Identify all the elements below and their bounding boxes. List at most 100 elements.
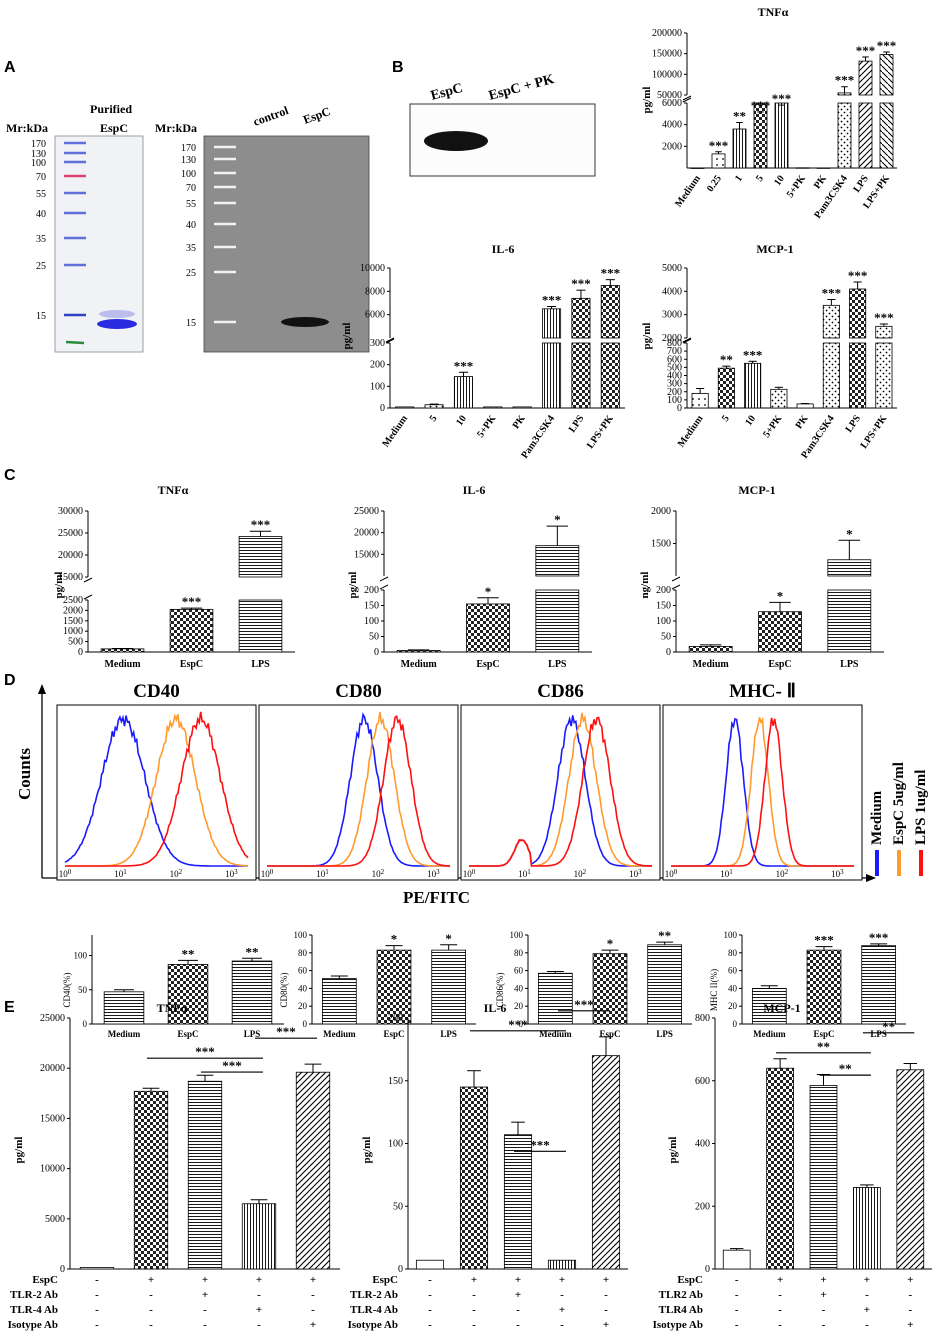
significance-stars: *** (877, 38, 897, 53)
y-tick-label: 200000 (652, 28, 682, 39)
blot-lane-espc-pk: EspC + PK (487, 72, 556, 104)
y-tick-label: 50 (661, 632, 671, 643)
y-tick-label: 80 (728, 948, 738, 958)
treatment-row-label: EspC (372, 1274, 398, 1286)
espc-gel-band (97, 319, 137, 329)
treatment-row-label: Isotype Ab (348, 1319, 398, 1331)
bar (396, 650, 441, 653)
category-label: Medium (401, 659, 438, 670)
axis-break-mark (385, 338, 395, 344)
panel-label-a: A (4, 59, 16, 76)
y-tick-label: 100 (667, 395, 682, 406)
counts-axis-arrow (38, 684, 46, 694)
y-tick-label: 100 (388, 1139, 403, 1150)
bar (600, 342, 620, 409)
treatment-row-label: EspC (677, 1274, 703, 1286)
y-tick-label: 100 (370, 381, 385, 392)
bar (809, 1085, 838, 1270)
bar (537, 972, 573, 1025)
y-tick-label: 80 (514, 948, 524, 958)
treatment-mark: - (560, 1319, 564, 1331)
axis-break-mark (682, 338, 692, 344)
significance-stars: * (607, 936, 614, 951)
y-tick-label: 25000 (354, 506, 379, 517)
category-label: Medium (380, 413, 410, 449)
bar (395, 406, 415, 409)
significance-stars: * (554, 512, 561, 527)
bar (547, 1259, 577, 1270)
y-tick-label: 15000 (58, 572, 83, 583)
y-tick-label: 20000 (58, 550, 83, 561)
chart-title: TNFα (158, 483, 189, 497)
y-tick-label: 150 (656, 601, 671, 612)
bar (753, 102, 768, 169)
y-tick-label: 1500 (63, 616, 83, 627)
y-tick-label: 20 (728, 1001, 738, 1011)
category-label: LPS (440, 1029, 457, 1039)
category-label: PK (794, 413, 811, 431)
significance-stars: *** (530, 1137, 550, 1152)
chart-E_TNF: TNFα pg/ml 0 5000 10000 15000 20000 25000 EspC - +… (8, 1001, 340, 1331)
y-axis-label: CD86(%) (495, 973, 505, 1008)
histogram-curve-lps (671, 717, 854, 867)
y-tick-label: 40 (728, 983, 738, 993)
x-tick-label: 101 (518, 868, 531, 879)
treatment-row-label: TLR2 Ab (659, 1289, 703, 1301)
treatment-mark: + (202, 1289, 208, 1301)
treatment-mark: - (516, 1304, 520, 1316)
category-label: LPS (851, 173, 871, 195)
category-label: Medium (673, 173, 703, 209)
treatment-mark: - (908, 1289, 912, 1301)
treatment-mark: - (428, 1289, 432, 1301)
significance-stars: *** (835, 73, 855, 88)
category-label: 10 (454, 413, 469, 428)
bar-upper (535, 545, 580, 577)
y-tick-label: 800 (667, 338, 682, 349)
x-tick-label: 103 (427, 868, 440, 879)
y-tick-label: 100 (656, 616, 671, 627)
bar (806, 949, 842, 1025)
y-tick-label: 200 (656, 585, 671, 596)
treatment-mark: - (472, 1319, 476, 1331)
y-tick-label: 100 (364, 616, 379, 627)
blot-b-band (424, 131, 488, 151)
treatment-mark: + (820, 1289, 826, 1301)
chart-D_CD80: CD80(%) 0 20 40 60 80 100 Medium * EspC * LPS (279, 930, 476, 1039)
chart-D_CD86: CD86(%) 0 20 40 60 80 100 Medium * EspC ** LPS (495, 928, 692, 1039)
bar (858, 102, 873, 169)
axis-break-mark (83, 577, 93, 583)
panel-label-c: C (4, 467, 16, 484)
treatment-row-label: Isotype Ab (8, 1319, 58, 1331)
x-tick-label: 103 (629, 868, 642, 879)
significance-stars: *** (601, 266, 621, 281)
bar (795, 167, 810, 169)
bar (167, 964, 209, 1025)
y-tick-label: 100 (74, 951, 88, 961)
y-tick-label: 0 (519, 1019, 524, 1029)
y-tick-label: 200 (364, 585, 379, 596)
y-tick-label: 5000 (662, 263, 682, 274)
x-tick-label: 103 (831, 868, 844, 879)
bar (732, 128, 747, 169)
significance-stars: *** (743, 347, 763, 362)
pefitc-label: PE/FITC (403, 888, 470, 907)
bar (238, 599, 283, 653)
significance-stars: ** (733, 109, 746, 124)
x-tick-label: 103 (225, 868, 238, 879)
significance-stars: *** (195, 1044, 215, 1059)
axis-break-mark (83, 594, 93, 600)
bar (816, 167, 831, 169)
category-label: LPS+PK (859, 413, 890, 451)
blot-marker-label: 25 (186, 268, 196, 279)
bar (822, 342, 840, 409)
treatment-mark: - (311, 1304, 315, 1316)
significance-stars: *** (542, 293, 562, 308)
bar-upper (600, 285, 620, 339)
treatment-mark: + (515, 1274, 521, 1286)
significance-stars: *** (571, 276, 591, 291)
significance-stars: *** (454, 358, 474, 373)
treatment-mark: - (822, 1304, 826, 1316)
y-tick-label: 150 (364, 601, 379, 612)
y-tick-label: 800 (695, 1013, 710, 1024)
